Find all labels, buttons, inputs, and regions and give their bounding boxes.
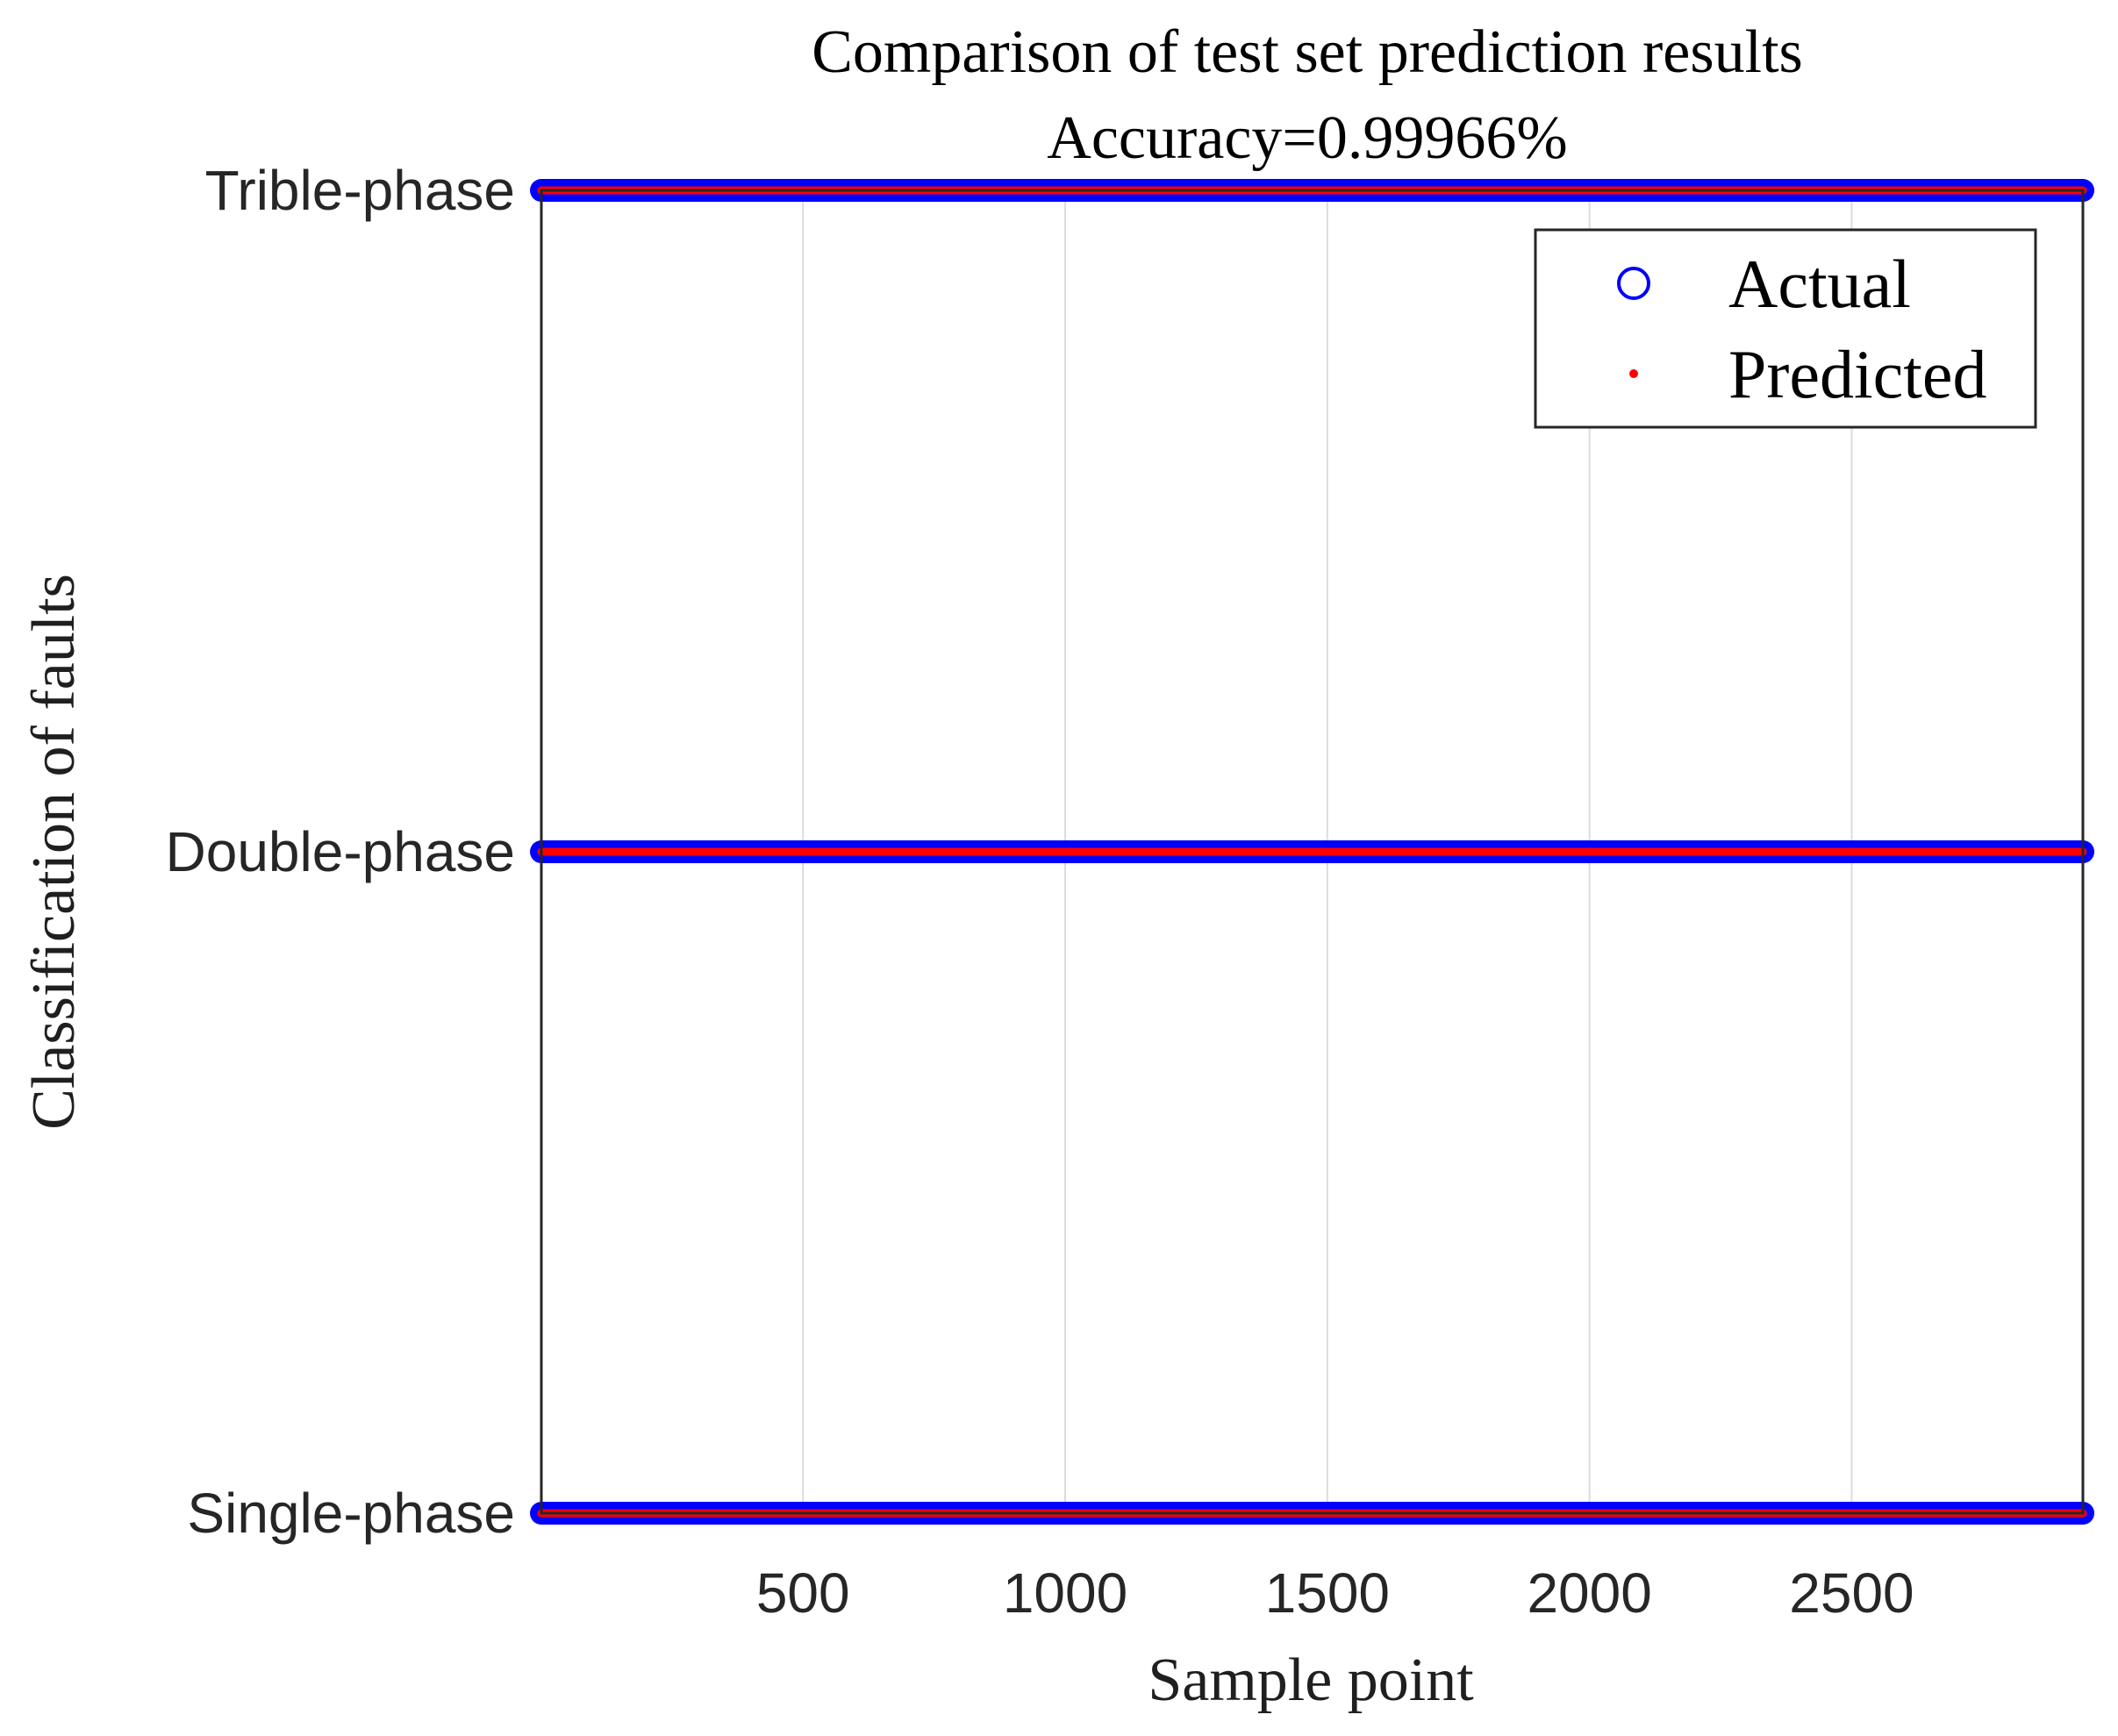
- legend-predicted-label: Predicted: [1728, 336, 1987, 412]
- x-tick-label-1000: 1000: [1003, 1561, 1127, 1625]
- y-tick-label-2: Double-phase: [166, 820, 516, 883]
- x-tick-label-1500: 1500: [1265, 1561, 1390, 1625]
- chart-subtitle: Accuracy=0.99966%: [1047, 104, 1567, 172]
- chart-title: Comparison of test set prediction result…: [812, 18, 1803, 86]
- x-tick-label-2000: 2000: [1527, 1561, 1651, 1625]
- y-tick-label-1: Single-phase: [187, 1482, 515, 1545]
- legend-actual-label: Actual: [1728, 246, 1911, 322]
- x-tick-label-500: 500: [756, 1561, 850, 1625]
- y-tick-label-3: Trible-phase: [205, 159, 515, 222]
- plot-area-frame: [540, 189, 2085, 1515]
- x-axis-label: Sample point: [1148, 1647, 1474, 1714]
- y-tick-labels: Single-phase Double-phase Trible-phase: [166, 159, 516, 1545]
- legend-predicted-marker: [1629, 369, 1638, 378]
- y-axis-label: Classification of faults: [20, 574, 88, 1130]
- legend: Actual Predicted: [1534, 228, 2037, 429]
- legend-actual-marker: [1617, 267, 1650, 300]
- x-tick-label-2500: 2500: [1789, 1561, 1914, 1625]
- x-tick-labels: 500 1000 1500 2000 2500: [756, 1561, 1914, 1625]
- legend-box: [1534, 228, 2037, 429]
